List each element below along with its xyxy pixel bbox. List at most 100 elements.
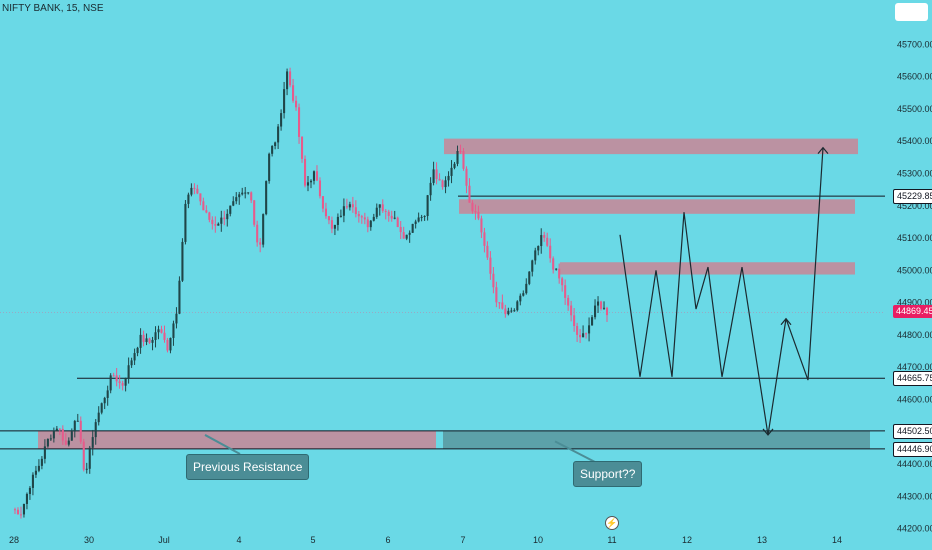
candle	[202, 201, 205, 211]
candle	[283, 89, 286, 114]
candle	[295, 100, 298, 108]
candle	[513, 310, 516, 312]
candle	[579, 334, 582, 338]
candle	[178, 280, 181, 314]
x-tick-label: 6	[385, 535, 390, 545]
candle	[357, 214, 360, 217]
candle	[462, 151, 465, 169]
candle	[25, 493, 28, 504]
candle	[321, 196, 325, 209]
candle	[348, 204, 351, 208]
candle	[588, 325, 591, 334]
candle	[564, 285, 567, 298]
x-tick-label: 10	[533, 535, 543, 545]
candle	[271, 146, 274, 154]
candle	[411, 223, 414, 233]
candle	[483, 232, 486, 246]
candle	[238, 194, 241, 198]
candle	[596, 301, 600, 306]
candle	[259, 242, 262, 245]
candle	[103, 397, 106, 404]
candle	[196, 188, 199, 194]
candle	[468, 185, 471, 203]
x-tick-label: 30	[84, 535, 94, 545]
candle	[274, 142, 277, 147]
candle	[543, 235, 546, 238]
candle	[591, 317, 594, 326]
candle	[262, 214, 265, 245]
candle	[594, 305, 597, 318]
chart-options-button[interactable]	[895, 3, 928, 21]
candle	[486, 245, 489, 258]
candle	[345, 206, 348, 208]
candle	[235, 197, 238, 202]
candle	[67, 440, 70, 445]
candle	[306, 182, 310, 186]
candle	[169, 337, 172, 351]
y-tick-label: 44400.00	[897, 459, 932, 469]
support-zone	[443, 430, 870, 449]
candle	[46, 438, 49, 447]
candle	[381, 204, 384, 211]
candle	[136, 347, 139, 354]
lightning-icon[interactable]: ⚡	[605, 516, 619, 530]
candle	[226, 213, 229, 220]
candle	[79, 420, 82, 442]
candle	[510, 310, 513, 312]
candle	[109, 375, 112, 391]
candle	[166, 339, 169, 351]
candle	[220, 217, 223, 224]
candle	[187, 194, 190, 204]
x-tick-label: 14	[832, 535, 842, 545]
candle	[324, 208, 327, 217]
candle	[199, 193, 202, 202]
y-tick-label: 44700.00	[897, 362, 932, 372]
candle	[369, 220, 372, 228]
projected-path	[619, 147, 824, 436]
candle	[55, 428, 58, 431]
candle	[190, 187, 193, 195]
candle	[28, 487, 31, 494]
candle	[91, 437, 94, 448]
candle	[297, 107, 301, 137]
candle	[336, 216, 339, 225]
x-tick-label: 7	[460, 535, 465, 545]
candle	[567, 297, 570, 306]
candle	[73, 420, 76, 432]
candle	[309, 180, 313, 183]
candle	[390, 215, 393, 219]
x-tick-label: 12	[682, 535, 692, 545]
candle	[163, 332, 166, 340]
candle	[250, 192, 253, 201]
previous-resistance-zone	[38, 430, 436, 449]
candle	[145, 338, 148, 343]
candle	[432, 169, 435, 183]
candle	[82, 441, 85, 470]
candle	[354, 207, 357, 215]
candle	[256, 224, 259, 243]
candle	[501, 302, 504, 309]
candle	[602, 307, 606, 309]
candle	[339, 215, 342, 217]
candle	[351, 204, 354, 208]
candle	[157, 329, 160, 333]
candle	[76, 420, 79, 422]
candle	[417, 217, 420, 222]
price-tag: 44446.90	[893, 441, 932, 457]
y-tick-label: 45200.00	[897, 201, 932, 211]
candle	[280, 113, 283, 127]
candle	[303, 158, 307, 186]
y-tick-label: 44200.00	[897, 524, 932, 534]
candle	[223, 217, 226, 220]
candle	[139, 334, 142, 348]
candle	[504, 308, 507, 315]
candle	[531, 260, 534, 272]
candle	[85, 468, 88, 470]
candle	[477, 211, 480, 219]
chart-title: NIFTY BANK, 15, NSE	[2, 3, 104, 14]
candle	[444, 180, 447, 188]
candle	[154, 332, 157, 340]
arrowhead	[780, 317, 792, 326]
candle	[300, 136, 304, 159]
